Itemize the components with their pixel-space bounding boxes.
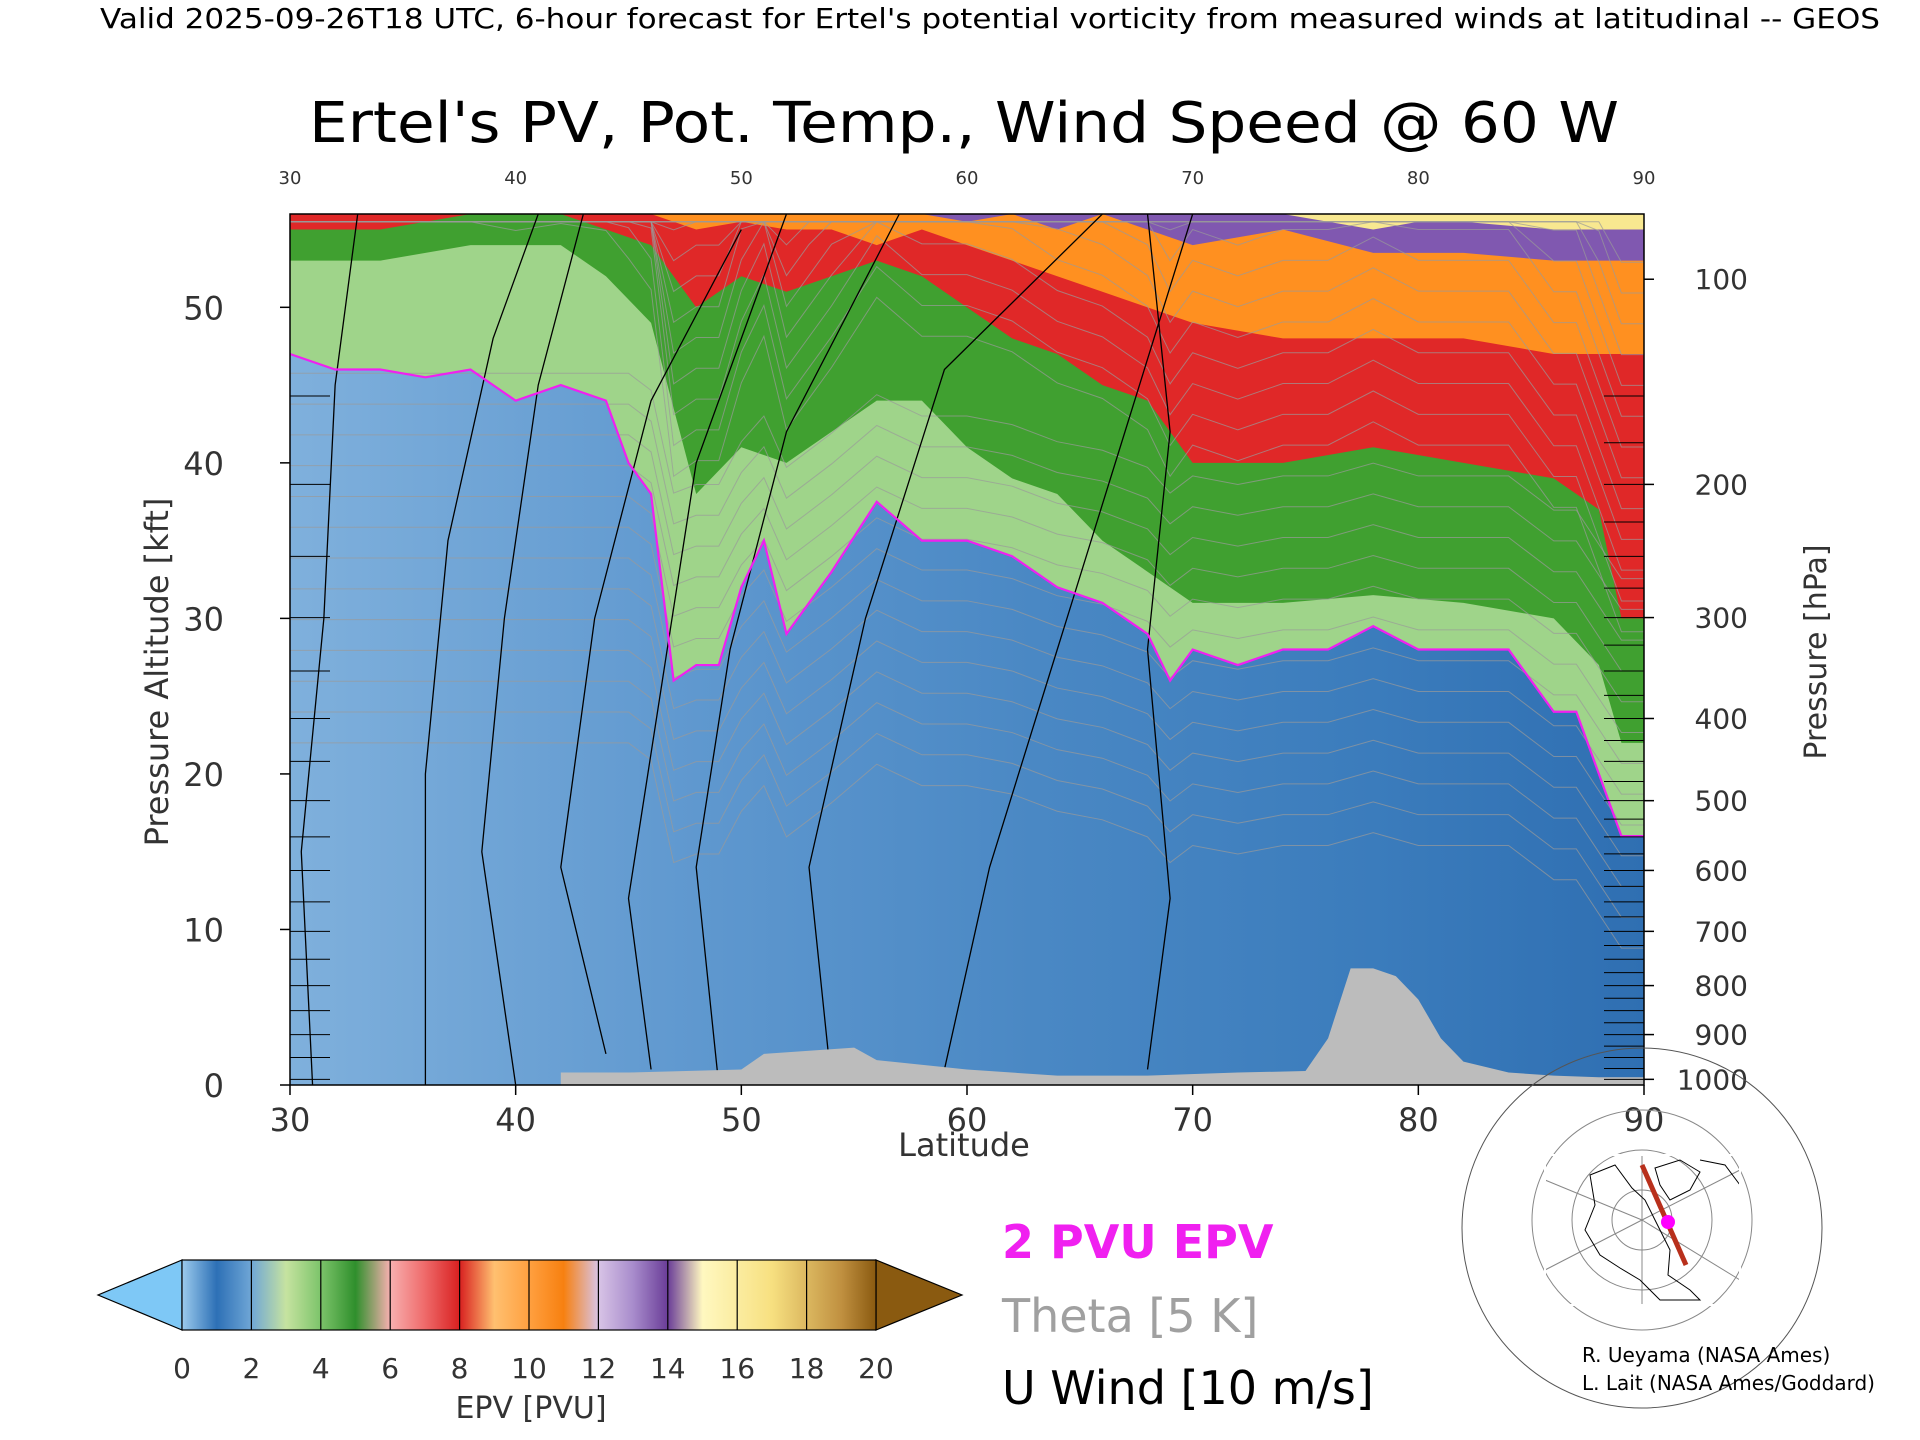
colorbar-tick-label: 0 <box>173 1352 191 1385</box>
theta-contour <box>290 434 1644 641</box>
colorbar-tick-label: 16 <box>719 1352 755 1385</box>
terrain-fill <box>560 968 1644 1085</box>
header-caption: Valid 2025-09-26T18 UTC, 6-hour forecast… <box>100 2 1880 35</box>
location-marker-icon <box>1661 1215 1675 1229</box>
x-tick-label: 50 <box>721 1101 762 1139</box>
theta-contour <box>290 372 1644 580</box>
pvu-2-contour <box>290 352 1644 838</box>
colorbar-tick-label: 2 <box>242 1352 260 1385</box>
theta-contour <box>290 680 1644 888</box>
theta-contour <box>290 742 1644 949</box>
cross-section-line <box>1639 1163 1689 1267</box>
pvu-2-line <box>290 352 1644 838</box>
wind-contour <box>560 229 742 1055</box>
legend: 2 PVU EPV Theta [5 K] U Wind [10 m/s] <box>1001 1215 1374 1415</box>
colorbar-tick-label: 20 <box>858 1352 894 1385</box>
pressure-tick-label: 200 <box>1695 468 1748 501</box>
x-top-tick-label: 80 <box>1407 168 1430 189</box>
credit-line-1: R. Ueyama (NASA Ames) <box>1582 1343 1830 1367</box>
pv-layer-3 <box>741 214 1644 261</box>
pressure-tick-label: 500 <box>1695 785 1748 818</box>
theta-contour <box>290 711 1644 918</box>
pressure-minor-ticks <box>290 395 1644 1080</box>
pressure-tick-label: 300 <box>1695 602 1748 635</box>
pressure-tick-label: 900 <box>1695 1019 1748 1052</box>
wind-contour <box>424 214 539 1085</box>
theta-contours <box>290 220 1644 949</box>
axes: 3030404050506060707080809090010203040501… <box>183 168 1748 1139</box>
colorbar-tick-label: 8 <box>451 1352 469 1385</box>
wind-contour <box>627 214 788 1070</box>
theta-contour <box>290 221 1644 633</box>
colorbar: 0 2 4 6 8 10 12 14 16 18 20 <box>96 1259 964 1385</box>
x-tick-label: 60 <box>947 1101 988 1139</box>
plot-area <box>290 214 1644 1085</box>
pressure-tick-label: 100 <box>1695 263 1748 296</box>
legend-entry: 2 PVU EPV <box>1002 1215 1274 1269</box>
x-tick-label: 70 <box>1172 1101 1213 1139</box>
x-top-tick-label: 50 <box>730 168 753 189</box>
theta-contour <box>290 588 1644 795</box>
pressure-tick-label: 700 <box>1695 915 1748 948</box>
wind-contour <box>481 214 584 1085</box>
x-tick-label: 90 <box>1624 1101 1665 1139</box>
wind-contours <box>300 214 1194 1085</box>
y-tick-label: 20 <box>183 756 224 794</box>
x-top-tick-label: 90 <box>1633 168 1656 189</box>
x-tick-label: 80 <box>1398 1101 1439 1139</box>
theta-contour <box>290 221 1644 263</box>
colorbar-label: EPV [PVU] <box>455 1391 606 1426</box>
theta-contour <box>290 619 1644 826</box>
y-axis-label: Pressure Altitude [kft] <box>138 498 176 847</box>
x-top-tick-label: 30 <box>279 168 302 189</box>
map-globe-icon <box>1461 1047 1823 1409</box>
pressure-tick-label: 800 <box>1695 970 1748 1003</box>
theta-contour <box>290 403 1644 610</box>
x-top-tick-label: 40 <box>504 168 527 189</box>
x-top-tick-label: 70 <box>1181 168 1204 189</box>
y-tick-label: 50 <box>183 289 224 327</box>
y-tick-label: 0 <box>204 1067 224 1105</box>
pressure-tick-label: 1000 <box>1677 1063 1748 1096</box>
chart-title: Ertel's PV, Pot. Temp., Wind Speed @ 60 … <box>309 91 1619 156</box>
colorbar-tick-label: 14 <box>650 1352 686 1385</box>
colorbar-tick-label: 4 <box>312 1352 330 1385</box>
legend-entry: U Wind [10 m/s] <box>1002 1361 1374 1415</box>
x-axis-label: Latitude <box>898 1126 1030 1164</box>
wind-contour <box>300 214 359 1085</box>
pressure-tick-label: 600 <box>1695 854 1748 887</box>
theta-contour <box>290 465 1644 672</box>
legend-entry: Theta [5 K] <box>1001 1289 1258 1343</box>
colorbar-under-arrow <box>96 1259 183 1331</box>
y-tick-label: 10 <box>183 911 224 949</box>
theta-contour <box>290 557 1644 764</box>
x-tick-label: 40 <box>495 1101 536 1139</box>
wind-contour <box>1146 214 1171 1070</box>
theta-contour <box>290 649 1644 857</box>
pressure-tick-label: 400 <box>1695 702 1748 735</box>
locator-map <box>1461 1047 1823 1409</box>
colorbar-over-arrow <box>875 1259 964 1331</box>
x-top-tick-label: 60 <box>956 168 979 189</box>
y-tick-label: 30 <box>183 600 224 638</box>
y-tick-label: 40 <box>183 445 224 483</box>
x-tick-label: 30 <box>270 1101 311 1139</box>
pressure-axis-label: Pressure [hPa] <box>1799 544 1834 759</box>
terrain-mask <box>560 968 1644 1085</box>
theta-contour <box>290 526 1644 734</box>
colorbar-tick-label: 12 <box>581 1352 617 1385</box>
credit-line-2: L. Lait (NASA Ames/Goddard) <box>1582 1371 1875 1395</box>
colorbar-tick-label: 10 <box>511 1352 547 1385</box>
colorbar-tick-label: 6 <box>381 1352 399 1385</box>
wind-contour <box>808 214 1103 1085</box>
colorbar-tick-label: 18 <box>789 1352 825 1385</box>
wind-contour <box>943 214 1194 1070</box>
pv-layers <box>290 214 1644 837</box>
wind-contour <box>695 214 900 1085</box>
